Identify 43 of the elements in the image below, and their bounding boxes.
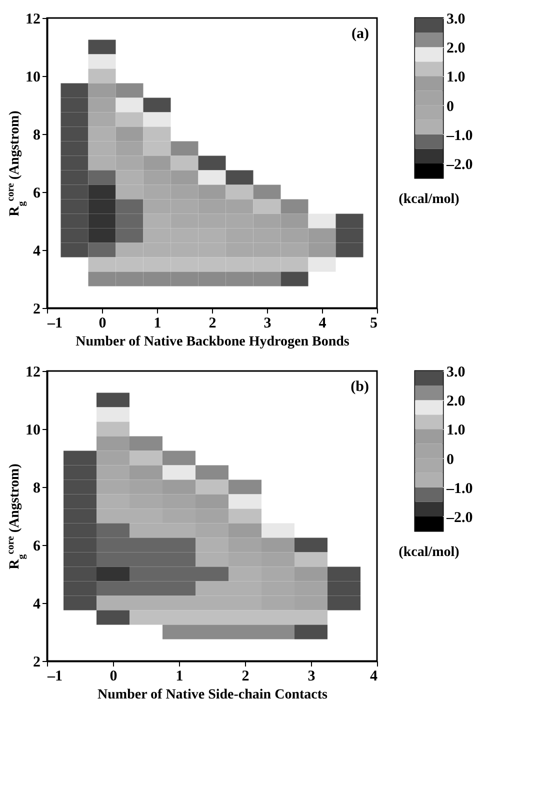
x-tick-label: 5 (370, 316, 378, 332)
color-bar-label: –2.0 (446, 156, 473, 173)
color-bar-label: –2.0 (446, 510, 473, 526)
x-axis-title: Number of Native Backbone Hydrogen Bonds (76, 334, 350, 350)
x-tick-label: –1 (46, 316, 62, 332)
x-tick-label: 3 (264, 316, 272, 332)
color-bar-label: –1.0 (446, 480, 473, 497)
x-tick-label: 1 (176, 668, 184, 684)
x-tick-label: 0 (98, 316, 106, 332)
color-bar-title: (kcal/mol) (398, 545, 460, 560)
x-tick-label: 0 (110, 668, 118, 684)
y-tick-label: 12 (26, 364, 40, 380)
color-bar-label: 1.0 (446, 422, 466, 439)
x-tick-label: 4 (318, 316, 327, 332)
y-tick-label: 8 (33, 128, 40, 144)
y-tick-label: 10 (26, 70, 40, 86)
y-tick-label: 4 (33, 596, 41, 612)
color-bar-label: 0 (446, 452, 454, 468)
annotation: (b) (350, 379, 369, 395)
x-axis-title: Number of Native Side-chain Contacts (98, 688, 328, 702)
y-tick-label: 2 (33, 302, 40, 318)
color-bar-label: 0 (446, 98, 454, 115)
y-tick-label: 10 (26, 422, 40, 438)
y-tick-label: 12 (26, 12, 40, 28)
x-tick-label: 1 (154, 316, 162, 332)
color-bar-label: 1.0 (446, 70, 466, 86)
y-tick-label: 2 (33, 654, 40, 670)
color-bar-title: (kcal/mol) (398, 192, 460, 207)
y-tick-label: 4 (33, 244, 41, 260)
color-bar-label: 3.0 (446, 364, 466, 380)
x-tick-label: 2 (208, 316, 216, 332)
x-tick-label: 3 (308, 668, 316, 684)
color-bar-label: 2.0 (446, 394, 466, 410)
x-tick-label: 4 (370, 668, 378, 684)
y-tick-label: 8 (33, 480, 40, 496)
color-bar-label: –1.0 (446, 128, 473, 144)
y-tick-label: 6 (33, 186, 41, 202)
x-tick-label: –1 (46, 668, 62, 684)
color-bar-label: 2.0 (446, 40, 466, 57)
x-tick-label: 2 (242, 668, 250, 684)
y-tick-label: 6 (33, 538, 41, 554)
color-bar-label: 3.0 (446, 12, 466, 28)
annotation: (a) (352, 26, 369, 42)
